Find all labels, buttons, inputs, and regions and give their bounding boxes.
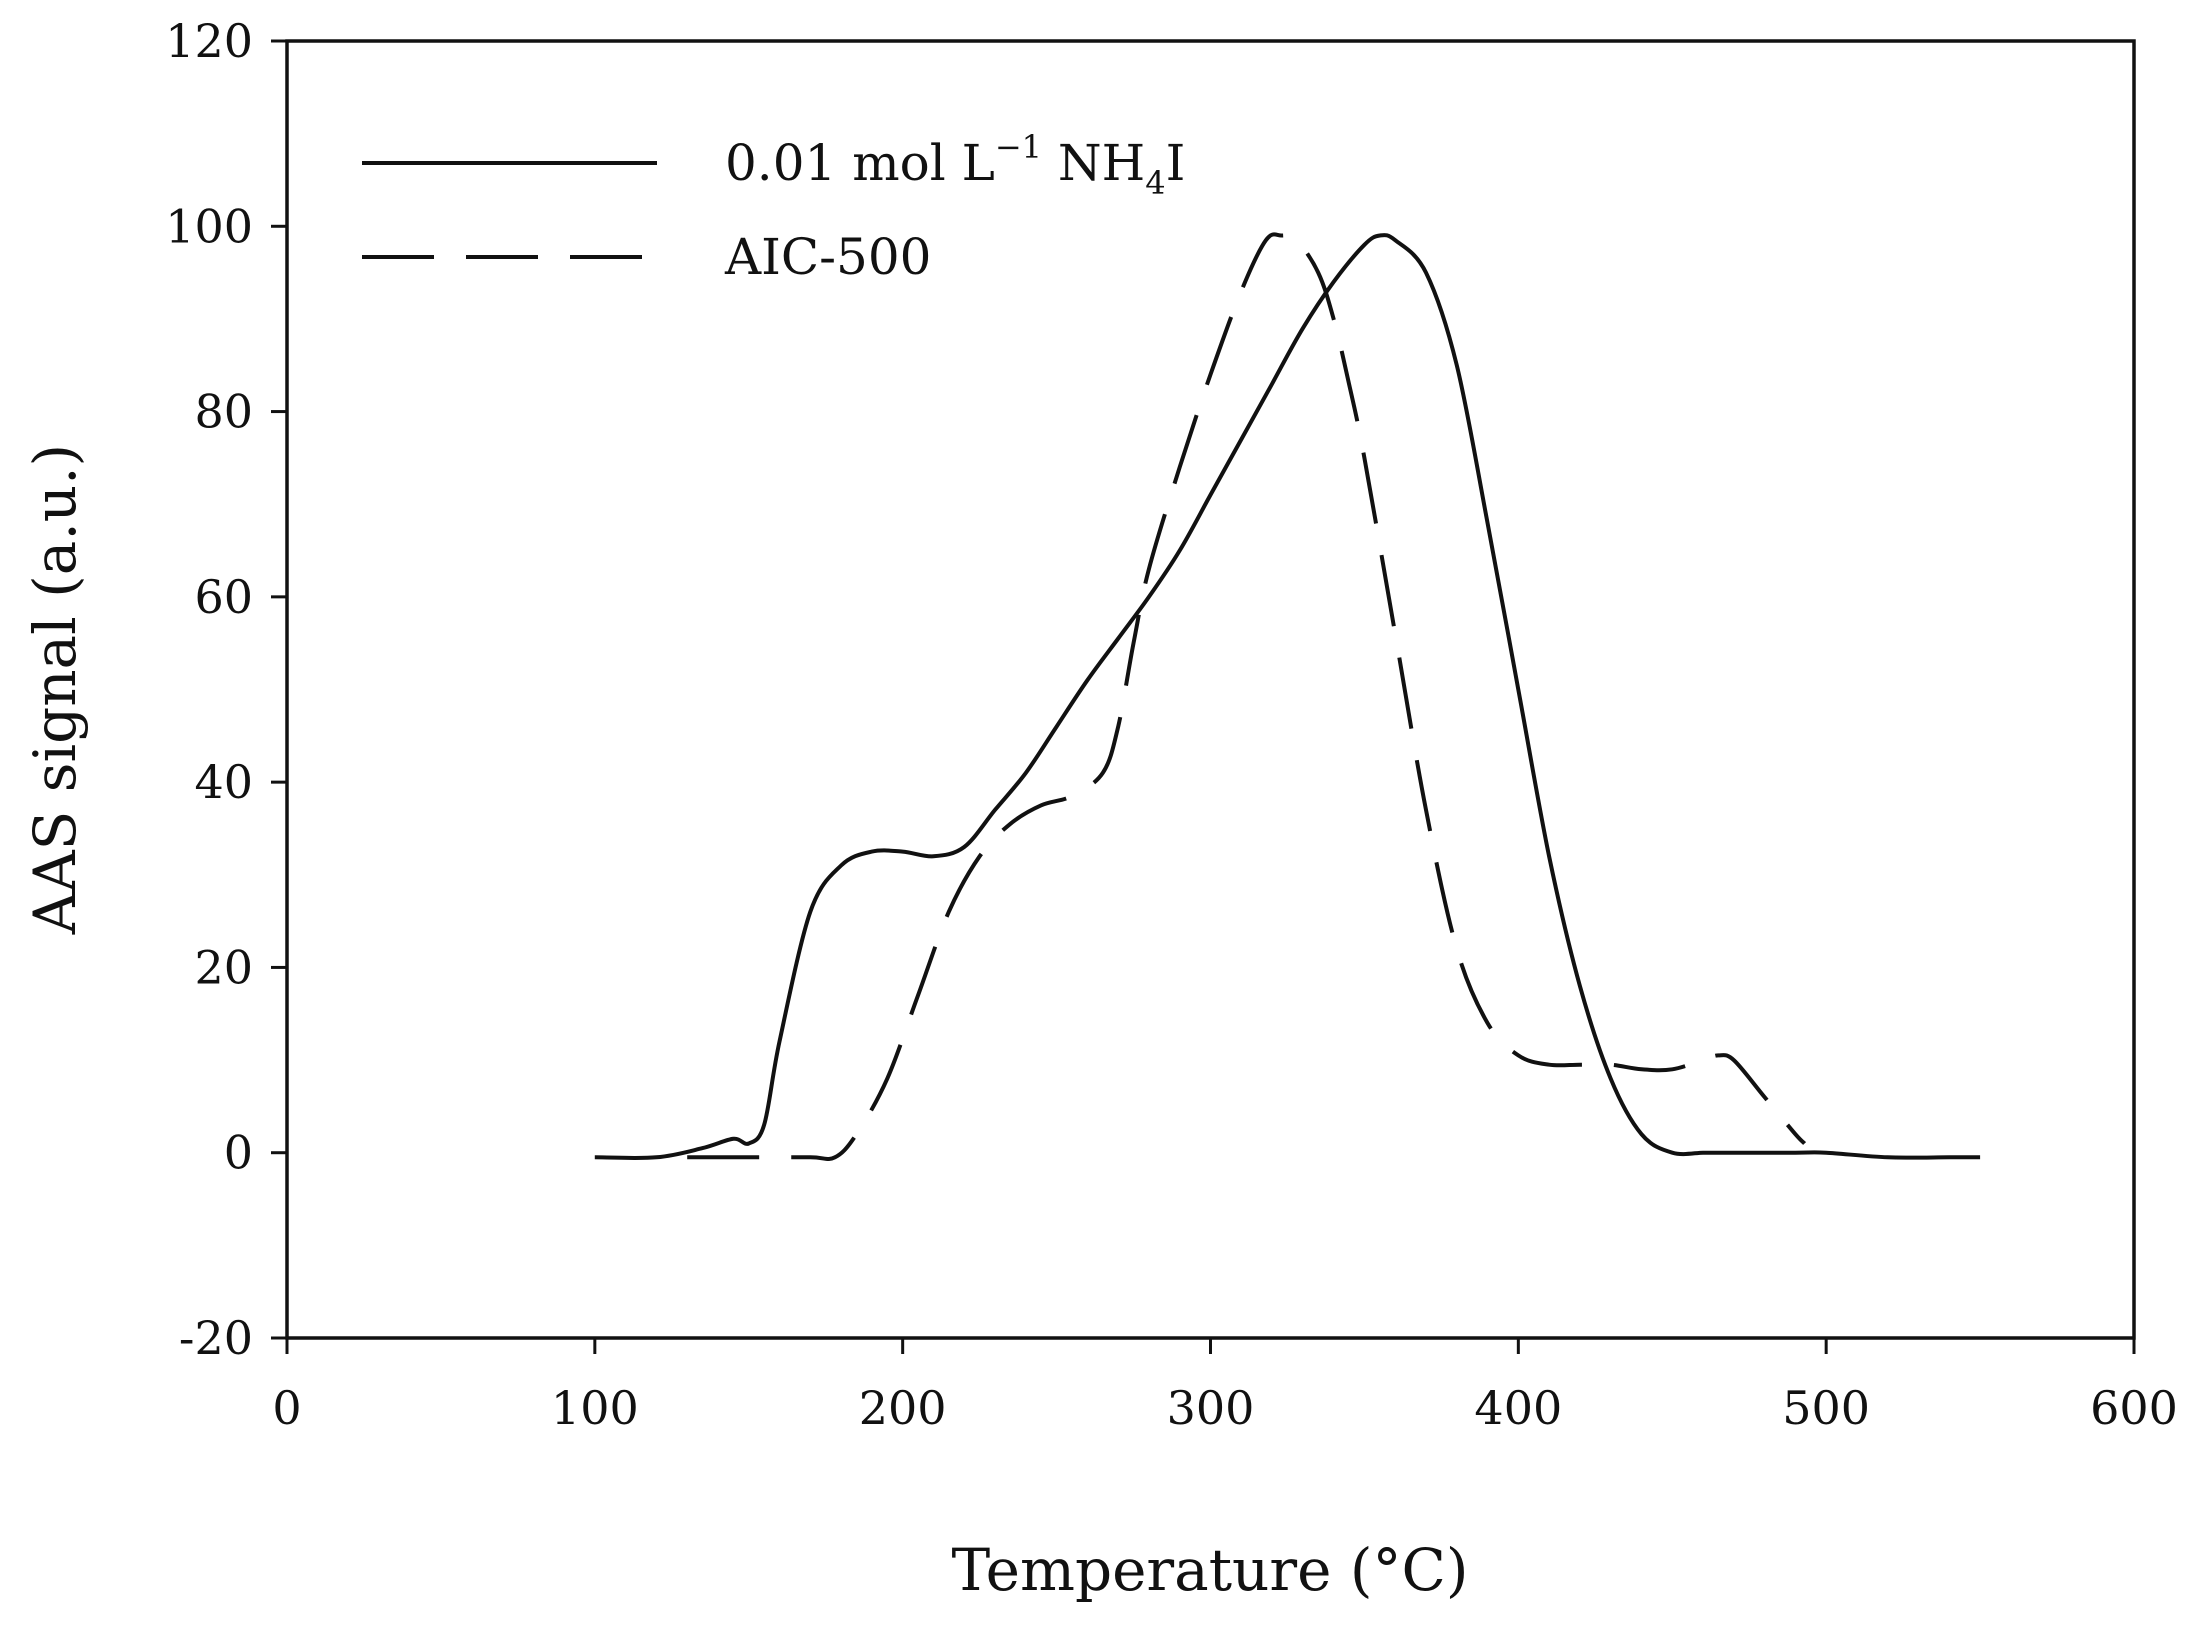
x-tick-label: 400: [1474, 1381, 1562, 1435]
series-group: [594, 232, 1981, 1162]
series-line-aic-500: [687, 232, 1807, 1162]
x-tick-label: 0: [272, 1381, 301, 1435]
x-axis-title: Temperature (°C): [951, 1536, 1468, 1604]
y-tick-label: 0: [224, 1126, 253, 1180]
legend-dashed-label: AIC-500: [724, 228, 931, 286]
y-tick-label: -20: [179, 1311, 253, 1365]
y-tick-label: 120: [165, 14, 253, 68]
x-tick-label: 100: [551, 1381, 639, 1435]
x-tick-label: 300: [1167, 1381, 1255, 1435]
y-tick-label: 40: [194, 755, 253, 809]
y-axis-title: AAS signal (a.u.): [21, 444, 89, 935]
y-tick-label: 20: [194, 940, 253, 994]
plot-frame: [285, 39, 2136, 1340]
legend-solid-label: 0.01 mol L−1 NH4I: [725, 128, 1185, 202]
x-tick-label: 600: [2090, 1381, 2178, 1435]
y-tick-label: 80: [194, 385, 253, 439]
legend: 0.01 mol L−1 NH4I AIC-500: [362, 128, 1185, 286]
series-line-nh4i: [594, 233, 1981, 1161]
x-tick-label: 200: [859, 1381, 947, 1435]
y-tick-label: 60: [194, 570, 253, 624]
tick-group: 0 100 200 300 400 500 600 -20 0 20 40 60 80 100 120: [165, 14, 2178, 1435]
y-tick-label: 100: [165, 199, 253, 253]
x-tick-label: 500: [1782, 1381, 1870, 1435]
